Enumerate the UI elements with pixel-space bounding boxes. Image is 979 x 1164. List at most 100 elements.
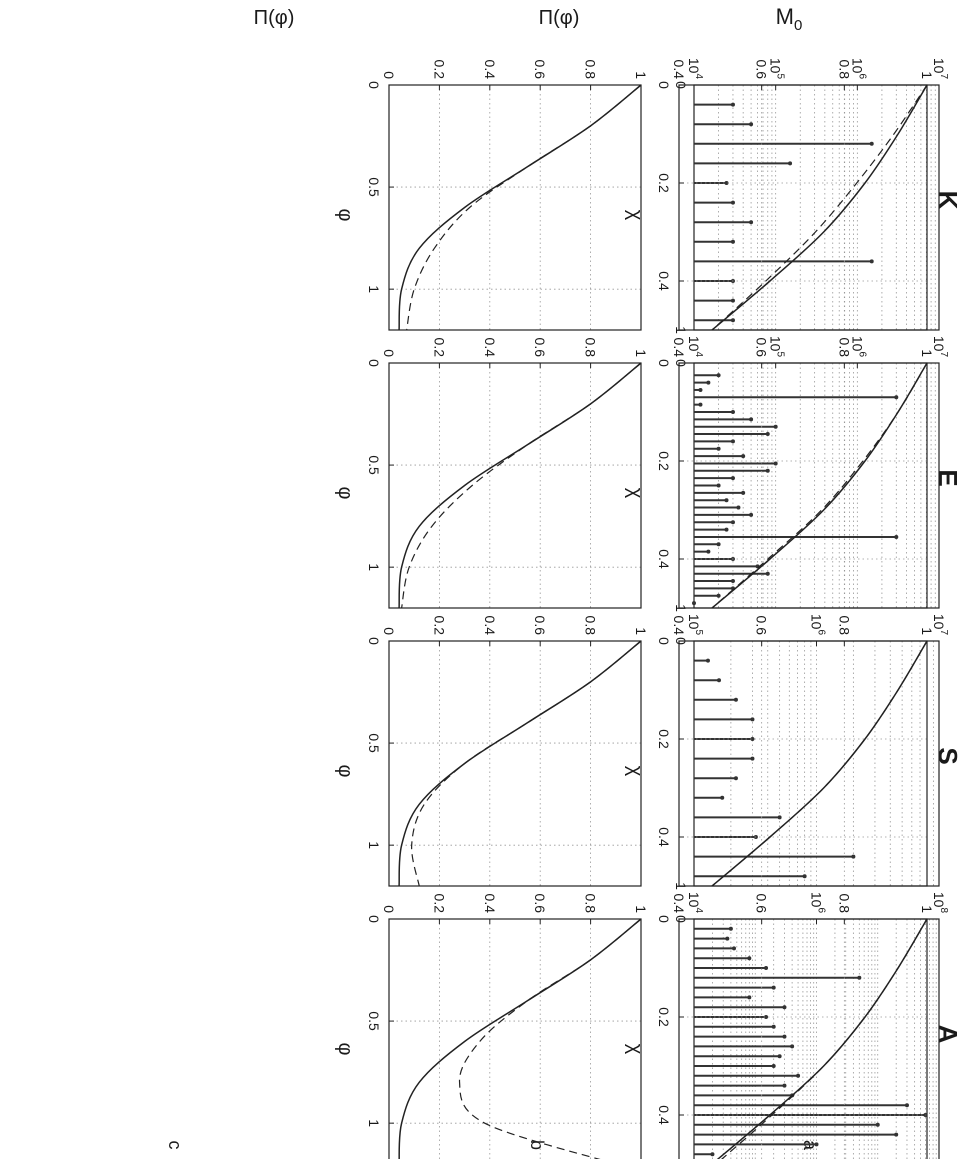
- x-tick-label: 0: [656, 81, 672, 89]
- y-tick-label: 105: [768, 336, 786, 358]
- stem-marker: [777, 815, 782, 820]
- stem-marker: [724, 181, 729, 185]
- y-tick-label: 0.6: [754, 616, 770, 636]
- panel-a-ylabel: M0: [776, 4, 803, 34]
- panel-frame: [388, 84, 642, 331]
- stem-marker: [790, 1044, 795, 1049]
- series-line-dashed: [711, 84, 928, 331]
- stem-marker: [765, 571, 770, 576]
- stem-marker: [894, 395, 899, 400]
- y-tick-label: 0.2: [431, 60, 447, 80]
- stem-marker: [750, 737, 755, 741]
- stem-marker: [730, 410, 735, 414]
- stem-marker: [773, 424, 778, 429]
- stem-marker: [802, 874, 807, 879]
- y-tick-label: 1: [633, 349, 649, 357]
- panel-frame: [678, 640, 928, 887]
- stem-marker: [716, 593, 721, 598]
- y-tick-label: 0.6: [754, 60, 770, 80]
- stem-marker: [764, 1015, 769, 1019]
- grid: [678, 640, 928, 886]
- series-line-solid: [711, 918, 928, 1164]
- stem-marker: [750, 717, 755, 722]
- stem-marker: [716, 446, 721, 451]
- y-tick-label: 104: [686, 336, 704, 358]
- grid: [388, 640, 642, 886]
- series-line-solid: [398, 84, 642, 331]
- grid: [693, 362, 939, 609]
- y-tick-label: 107: [931, 614, 949, 636]
- x-tick-label: 0.5: [366, 1011, 382, 1031]
- y-tick-label: 108: [931, 892, 949, 914]
- y-tick-label: 0.6: [532, 616, 548, 636]
- y-tick-label: 0.4: [482, 894, 498, 914]
- y-tick-label: 104: [686, 892, 704, 914]
- x-tick-label: 1: [366, 563, 382, 571]
- series-line-solid: [398, 362, 642, 609]
- y-tick-label: 106: [849, 58, 867, 80]
- y-tick-label: 1: [633, 627, 649, 635]
- stem-marker: [814, 1142, 819, 1147]
- y-tick-label: 0: [381, 905, 397, 913]
- grid: [678, 84, 928, 330]
- x-tick-label: 1: [366, 1119, 382, 1127]
- series-line-solid: [711, 362, 928, 609]
- y-tick-label: 0.2: [431, 616, 447, 636]
- stem-marker: [773, 461, 778, 466]
- stem-marker: [733, 697, 738, 702]
- y-tick-label: 1: [919, 627, 935, 635]
- x-tick-label: 0.4: [656, 827, 672, 847]
- series-line-dashed: [401, 362, 642, 609]
- panel-b-ylabel: Π(φ): [539, 7, 580, 29]
- y-tick-label: 0: [381, 349, 397, 357]
- panel-a-b: 0.4 0.6 0.8 1 0 0.2 0.4: [656, 894, 935, 1164]
- stem-marker: [724, 527, 729, 532]
- panel-frame: [678, 84, 928, 331]
- stem-marker: [796, 1073, 801, 1078]
- stem-marker: [750, 756, 755, 761]
- series-line-solid: [398, 640, 642, 887]
- y-tick-label: 0.8: [583, 60, 599, 80]
- panel-a-a: 10410610801: [673, 892, 949, 1164]
- y-tick-label: 107: [931, 336, 949, 358]
- panel-a-c: 0 0.2 0.4 0.6 0.8 1 0 0.5 1: [366, 894, 649, 1164]
- series-line-dashed: [711, 640, 928, 887]
- series-line-dashed: [458, 918, 642, 1164]
- x-tick-label: 0.2: [656, 729, 672, 749]
- panel-frame: [678, 362, 928, 609]
- stem-marker: [706, 549, 711, 554]
- panel-c-xlabel-a: φ: [334, 1043, 356, 1056]
- stem-marker: [869, 259, 874, 264]
- panel-b-xlabel-s: χ: [624, 766, 646, 777]
- panel-frame: [693, 362, 940, 609]
- stem-marker: [771, 1024, 776, 1029]
- y-tick-label: 1: [633, 905, 649, 913]
- panel-b-xlabel-a: χ: [624, 1044, 646, 1055]
- stem-marker: [730, 520, 735, 525]
- y-tick-label: 0.6: [754, 894, 770, 914]
- panel-e-c: 0 0.2 0.4 0.6 0.8 1 0 0.5 1: [366, 338, 649, 609]
- panel-frame: [388, 362, 642, 609]
- stem-marker: [717, 678, 722, 683]
- series-line-solid: [711, 640, 928, 887]
- stem-marker: [749, 122, 754, 127]
- stem-marker: [771, 985, 776, 990]
- panel-c-xlabel-e: φ: [334, 487, 356, 500]
- y-tick-label: 1: [919, 349, 935, 357]
- stem-marker: [894, 534, 899, 539]
- series-line-solid: [398, 918, 642, 1164]
- grid: [388, 362, 642, 608]
- stem-marker: [698, 387, 703, 392]
- x-tick-label: 0.4: [656, 549, 672, 569]
- y-tick-label: 0.8: [836, 60, 852, 80]
- stem-marker: [782, 1034, 787, 1039]
- panel-e-b: 0.4 0.6 0.8 1 0 0.2 0.4: [656, 338, 935, 609]
- stem-marker: [777, 1054, 782, 1059]
- series-line-dashed: [406, 84, 642, 331]
- stem-marker: [857, 975, 862, 980]
- y-tick-label: 107: [931, 58, 949, 80]
